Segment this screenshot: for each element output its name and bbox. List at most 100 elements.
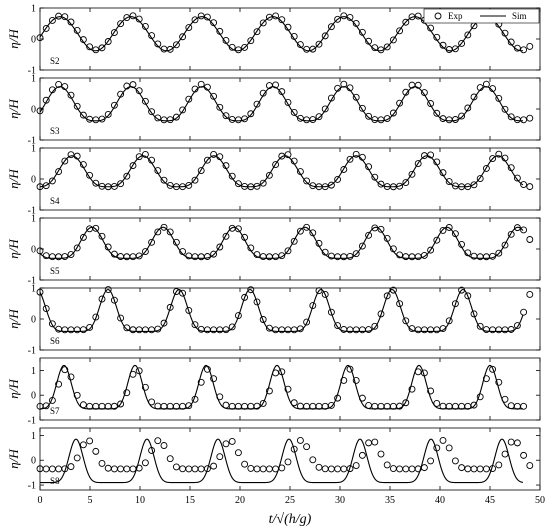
exp-data-point xyxy=(321,465,329,473)
panel-s6: -1 0 1 η/H S6 xyxy=(6,284,541,357)
exp-data-point xyxy=(414,368,422,376)
exp-data-point xyxy=(489,252,497,260)
exp-data-point xyxy=(433,158,441,166)
x-tick-label: 10 xyxy=(135,495,145,506)
panel-s3: -1 0 1 η/H S3 xyxy=(6,74,541,147)
exp-data-point xyxy=(98,295,106,303)
exp-data-point xyxy=(61,465,69,473)
exp-data-point xyxy=(203,83,211,91)
exp-data-point xyxy=(402,88,410,96)
exp-data-point xyxy=(55,380,63,388)
exp-data-point xyxy=(377,116,385,124)
exp-data-point xyxy=(458,112,466,120)
exp-data-point xyxy=(216,453,224,461)
exp-data-point xyxy=(389,286,397,294)
exp-data-point xyxy=(278,88,286,96)
exp-data-point xyxy=(445,116,453,124)
exp-data-point xyxy=(303,318,311,326)
exp-data-point xyxy=(526,183,534,191)
exp-data-point xyxy=(489,155,497,162)
exp-data-point xyxy=(191,395,199,403)
exp-data-point xyxy=(172,41,180,49)
exp-data-point xyxy=(451,116,459,123)
station-label: S6 xyxy=(50,336,60,346)
exp-data-point xyxy=(148,238,156,246)
exp-data-point xyxy=(253,465,261,473)
exp-data-point xyxy=(67,91,75,99)
exp-data-point xyxy=(67,18,75,26)
exp-data-point xyxy=(241,460,249,468)
x-tick-label: 0 xyxy=(38,495,43,506)
exp-data-point xyxy=(513,322,521,329)
exp-data-point xyxy=(408,170,416,178)
exp-data-point xyxy=(79,233,87,241)
exp-data-point xyxy=(172,288,180,295)
exp-data-point xyxy=(185,402,193,410)
exp-data-point xyxy=(315,239,323,247)
exp-data-point xyxy=(55,253,63,261)
exp-data-point xyxy=(117,20,125,28)
exp-data-point xyxy=(346,326,354,334)
exp-data-point xyxy=(396,251,404,259)
exp-data-point xyxy=(278,326,286,334)
exp-data-point xyxy=(340,377,348,384)
exp-data-point xyxy=(396,402,404,410)
exp-data-point xyxy=(210,375,218,383)
exp-data-point xyxy=(371,44,379,52)
sim-series-line xyxy=(40,155,524,188)
exp-data-point xyxy=(526,42,534,50)
exp-data-point xyxy=(203,253,211,260)
panels-group: -1 0 1 η/H S2 Exp Sim -1 0 1 η/H S3 -1 0 1 η/H S4 -1 0 1 η/H… xyxy=(6,4,541,492)
exp-data-point xyxy=(296,325,304,333)
exp-data-point xyxy=(501,450,509,458)
exp-data-point xyxy=(117,314,125,322)
exp-data-point xyxy=(476,393,484,401)
exp-data-point xyxy=(86,225,94,233)
exp-data-point xyxy=(117,400,125,408)
exp-data-point xyxy=(123,14,131,21)
exp-data-point xyxy=(321,32,329,40)
exp-data-point xyxy=(92,116,100,124)
x-tick-label: 50 xyxy=(535,495,545,506)
exp-data-point xyxy=(358,153,366,161)
exp-data-point xyxy=(166,228,174,236)
exp-data-point xyxy=(73,391,81,399)
exp-data-point xyxy=(55,168,63,176)
exp-data-point xyxy=(278,464,286,472)
exp-data-point xyxy=(377,180,385,188)
exp-data-point xyxy=(346,252,354,260)
exp-data-point xyxy=(327,308,335,316)
exp-data-point xyxy=(451,300,459,308)
exp-data-point xyxy=(352,20,360,27)
exp-data-point xyxy=(36,107,44,115)
y-tick-label: 1 xyxy=(31,74,36,85)
exp-data-point xyxy=(222,401,230,409)
exp-data-point xyxy=(79,161,87,169)
exp-data-point xyxy=(501,29,509,37)
exp-data-point xyxy=(334,394,342,402)
station-label: S5 xyxy=(50,266,60,276)
exp-data-point xyxy=(228,43,236,51)
exp-data-point xyxy=(507,438,515,446)
exp-data-point xyxy=(234,116,242,124)
exp-data-point xyxy=(346,365,354,373)
exp-data-point xyxy=(489,85,497,92)
panel-s7: -1 0 1 η/H S7 xyxy=(6,357,541,427)
exp-data-point xyxy=(396,182,404,190)
exp-data-point xyxy=(296,402,304,410)
exp-data-point xyxy=(482,164,490,172)
exp-data-point xyxy=(520,116,528,124)
exp-data-point xyxy=(160,223,168,231)
exp-data-point xyxy=(445,224,453,231)
exp-data-point xyxy=(470,181,478,189)
exp-data-point xyxy=(340,80,348,88)
exp-data-point xyxy=(501,326,509,334)
exp-data-point xyxy=(259,89,267,97)
exp-data-point xyxy=(259,179,267,187)
y-tick-label: 0 xyxy=(31,35,36,46)
exp-data-point xyxy=(98,115,106,123)
exp-data-point xyxy=(234,225,242,233)
y-tick-label: -1 xyxy=(28,481,36,492)
exp-data-point xyxy=(358,28,366,36)
